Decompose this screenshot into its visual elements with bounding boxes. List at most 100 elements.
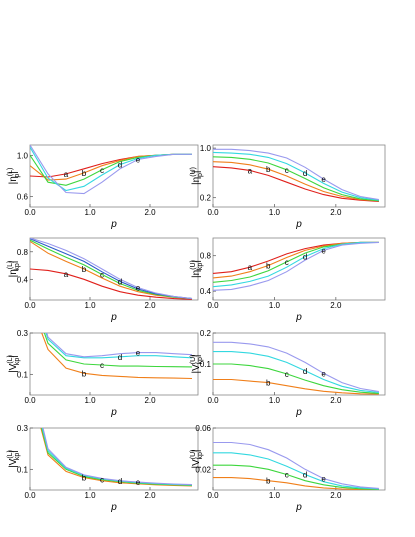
curve-label: d <box>303 169 307 178</box>
plot-frame <box>212 144 386 208</box>
curve-label: a <box>248 166 253 175</box>
y-tick-label: 0.1 <box>17 465 29 474</box>
y-label-sup: (U) <box>190 167 197 177</box>
y-axis-label: |V(L)kp| <box>7 355 21 373</box>
curve-label: e <box>321 246 326 255</box>
curve <box>213 241 379 288</box>
x-tick-label: 1.0 <box>269 491 281 500</box>
curve <box>42 428 193 486</box>
curve <box>46 333 193 358</box>
x-axis-label: p <box>110 219 117 230</box>
y-label-end: | <box>8 450 19 453</box>
y-tick-label: 0.02 <box>195 465 211 474</box>
x-tick-label: 2.0 <box>330 396 342 405</box>
curves <box>213 148 379 202</box>
y-label-main: |η <box>8 269 19 277</box>
curve <box>30 268 193 300</box>
y-label-main: |V <box>8 363 19 373</box>
curves <box>40 428 193 487</box>
y-label-main: |η <box>191 177 202 185</box>
curve <box>40 428 193 487</box>
curve <box>213 341 379 393</box>
curve-label: b <box>266 477 271 486</box>
y-tick-label: 0.8 <box>200 252 212 261</box>
x-tick-label: 2.0 <box>330 491 342 500</box>
x-axis-label: p <box>110 312 117 323</box>
curve <box>213 151 379 201</box>
y-tick-label: 0.8 <box>17 248 29 257</box>
x-tick-label: 2.0 <box>144 208 156 217</box>
x-tick-label: 0.0 <box>24 208 36 217</box>
curve-label: e <box>136 349 141 358</box>
y-tick-label: 0.3 <box>17 329 29 338</box>
x-axis-label: p <box>295 219 302 230</box>
curve-label: c <box>285 258 289 267</box>
y-axis-label: |η(L)p| <box>7 168 21 185</box>
curve <box>213 452 379 490</box>
curve-label: b <box>82 474 87 483</box>
x-axis-label: p <box>110 407 117 418</box>
panel: 0.0 1.0 2.0 0.02 0.06 p |V(U)kp| b c d e <box>190 424 386 513</box>
x-tick-label: 1.0 <box>269 396 281 405</box>
curve-label: d <box>118 277 122 286</box>
curve <box>213 241 379 291</box>
y-axis-label: |η(U)p| <box>190 167 204 185</box>
curve <box>213 378 379 395</box>
x-axis-label: p <box>295 407 302 418</box>
curve-label: e <box>321 175 326 184</box>
curve <box>45 333 193 359</box>
curve <box>213 464 379 490</box>
curve <box>41 333 193 380</box>
curve-label: a <box>64 170 69 179</box>
curve-label: d <box>303 253 307 262</box>
curve-label: c <box>285 471 289 480</box>
curve-label: c <box>100 271 104 280</box>
y-label-sup: (L) <box>7 450 14 459</box>
curve <box>30 145 192 195</box>
curves <box>30 145 192 195</box>
panel: 0.0 1.0 2.00.61.0p|η(L)p| a b cde <box>7 144 199 230</box>
x-tick-label: 1.0 <box>84 208 96 217</box>
y-label-end: | <box>191 354 202 357</box>
curve <box>213 166 379 202</box>
x-axis-label: p <box>295 502 302 513</box>
curves <box>41 333 193 380</box>
x-tick-label: 0.0 <box>207 208 219 217</box>
x-tick-label: 2.0 <box>144 301 156 310</box>
y-label-main: |V <box>191 459 202 469</box>
y-label-sub: kp <box>14 453 21 461</box>
curves <box>213 441 379 490</box>
y-tick-label: 1.0 <box>200 144 212 153</box>
y-tick-label: 0.1 <box>200 360 212 369</box>
x-axis-label: p <box>295 312 302 323</box>
curve <box>213 441 379 489</box>
curve-label: c <box>100 166 104 175</box>
plot-frame <box>212 237 386 301</box>
curve-label: e <box>136 284 141 293</box>
x-tick-label: 1.0 <box>269 301 281 310</box>
y-label-sup: (U) <box>190 355 197 365</box>
x-tick-label: 1.0 <box>84 396 96 405</box>
y-label-end: | <box>8 261 19 264</box>
y-label-sub: kp <box>14 263 21 271</box>
plot-frame <box>212 427 386 491</box>
curve-label: e <box>136 478 141 487</box>
curves <box>213 341 379 395</box>
curve <box>30 238 193 300</box>
curves <box>213 241 379 291</box>
y-label-sub: kp <box>197 357 204 365</box>
y-label-main: |V <box>8 458 19 468</box>
curve-label: d <box>303 367 307 376</box>
y-tick-label: 0.2 <box>200 194 212 203</box>
curve <box>213 363 379 394</box>
y-tick-label: 1.0 <box>17 151 29 160</box>
x-tick-label: 1.0 <box>269 208 281 217</box>
y-label-sup: (U) <box>190 260 197 270</box>
curve <box>213 148 379 201</box>
y-tick-label: 0.3 <box>17 424 29 433</box>
curve-label: b <box>82 265 87 274</box>
y-tick-label: 0.6 <box>17 193 29 202</box>
